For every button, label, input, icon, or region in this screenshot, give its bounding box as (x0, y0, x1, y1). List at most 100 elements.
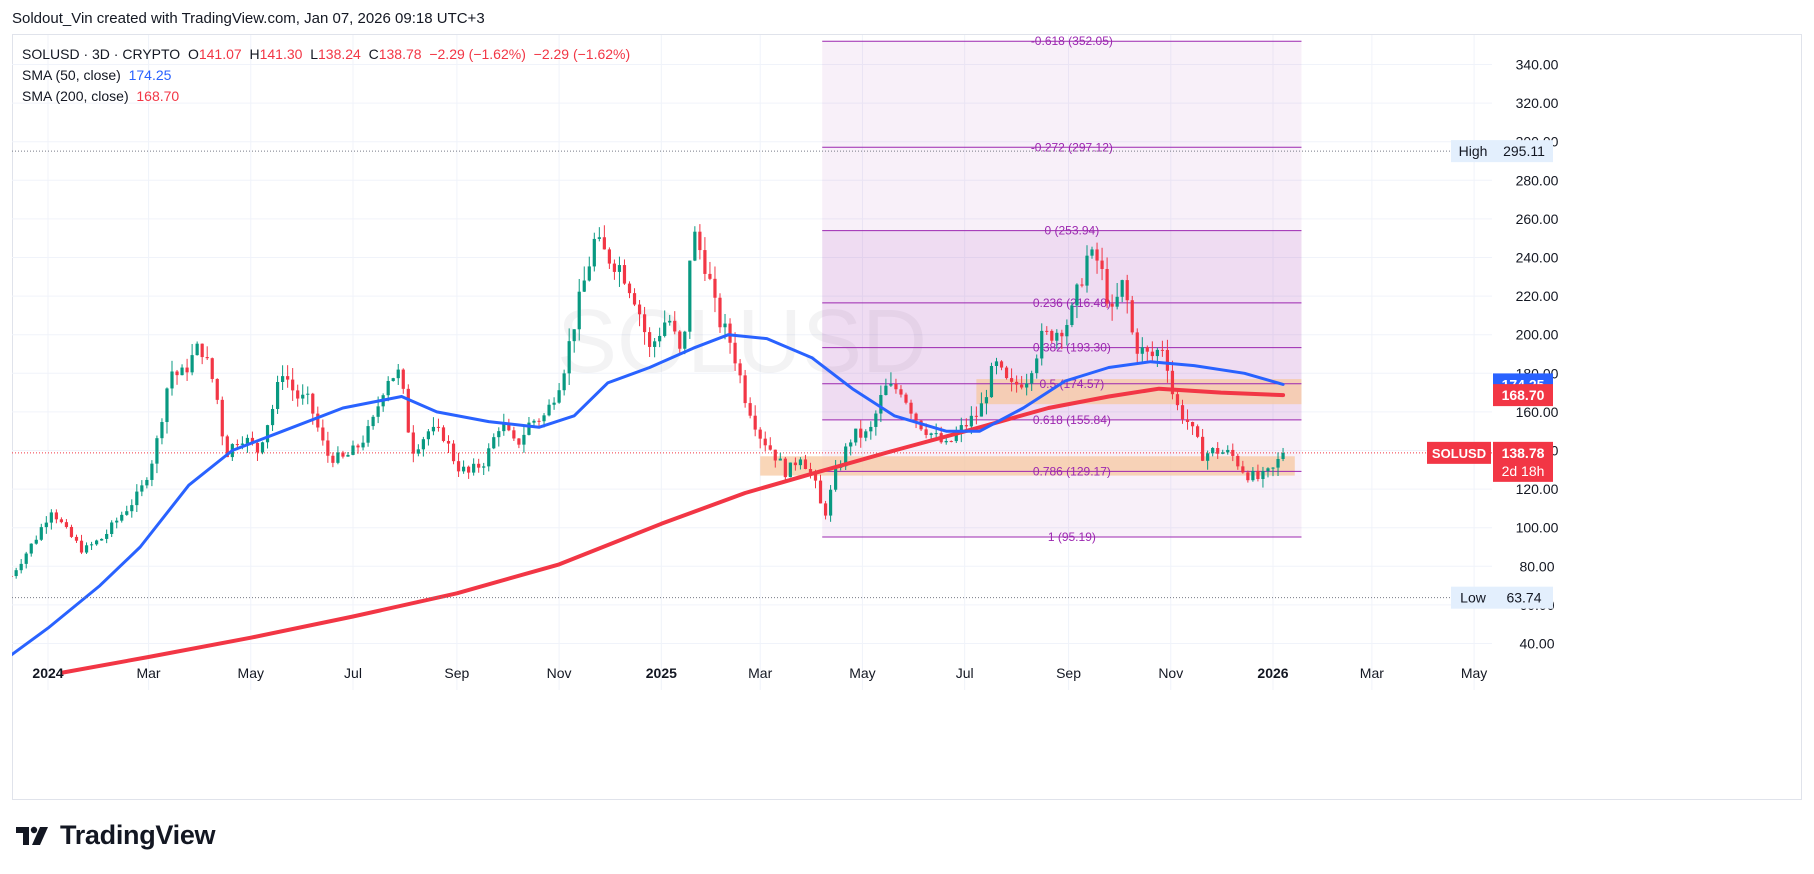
legend-open-value: 141.07 (198, 46, 242, 62)
candle-body (326, 440, 330, 456)
candle-body (517, 438, 521, 445)
candle-body (698, 231, 702, 251)
candle-body (12, 575, 13, 577)
candle-body (185, 367, 189, 373)
tradingview-logo[interactable]: TradingView (14, 820, 216, 851)
legend-change-percent: −2.29 (−1.62%) (533, 46, 631, 62)
candle-body (1130, 300, 1134, 333)
candle-body (693, 231, 697, 261)
candle-body (1256, 470, 1260, 480)
legend-symbol[interactable]: SOLUSD · 3D · CRYPTO (22, 46, 181, 62)
candle-body (783, 458, 787, 478)
last-price-symbol: SOLUSD (1432, 446, 1486, 461)
last-price-tag-bg (1493, 441, 1553, 482)
candle-body (648, 332, 652, 347)
candle-body (155, 438, 159, 464)
candle-body (1276, 458, 1280, 468)
last-price-symbol-bg (1427, 441, 1491, 464)
low-marker-value: 63.74 (1506, 590, 1541, 606)
x-tick-label: 2024 (32, 665, 63, 681)
candle-body (803, 459, 808, 470)
candle-body (557, 390, 561, 403)
candle-body (1030, 373, 1034, 384)
candle-body (527, 422, 531, 435)
candle-body (34, 539, 38, 544)
y-tick-label: 40.00 (1519, 636, 1554, 652)
candle-body (944, 441, 948, 443)
candle-body (522, 434, 526, 445)
legend-sma50-row[interactable]: SMA (50, close) 174.25 (22, 65, 630, 86)
candle-body (748, 403, 752, 416)
candle-body (572, 329, 576, 342)
y-tick-label: 280.00 (1516, 172, 1559, 188)
candle-body (1145, 347, 1149, 352)
y-tick-label: 160.00 (1516, 404, 1559, 420)
candle-body (1110, 303, 1114, 307)
chart-frame[interactable] (12, 34, 1802, 800)
candle-body (924, 429, 928, 435)
candle-body (1115, 296, 1119, 307)
x-tick-label: Jul (344, 665, 362, 681)
last-price-value: 138.78 (1502, 445, 1545, 461)
candle-body (1060, 332, 1064, 337)
x-tick-label: Sep (444, 665, 469, 681)
candle-body (210, 358, 214, 379)
candle-body (316, 413, 320, 428)
candle-body (668, 320, 672, 323)
candle-body (678, 331, 682, 349)
candle-body (567, 341, 571, 374)
candle-body (592, 238, 596, 267)
candle-body (421, 439, 425, 450)
legend-change: −2.29 (−1.62%) (429, 46, 526, 62)
candle-body (84, 545, 89, 553)
y-tick-label: 80.00 (1519, 558, 1554, 574)
candle-body (270, 408, 275, 426)
candle-body (170, 371, 174, 389)
candle-body (552, 402, 556, 405)
candle-body (265, 425, 270, 443)
tradingview-logo-icon (16, 826, 48, 845)
candle-body (738, 363, 742, 376)
fib-band (822, 41, 1302, 148)
candle-body (889, 383, 893, 386)
legend-sma200-label: SMA (200, close) (22, 88, 129, 104)
plot-area: SOLUSD -0.618 (352.05) -0.272 (297.12) 0 (2… (12, 35, 1492, 690)
x-tick-label: Mar (748, 665, 772, 681)
candle-body (899, 389, 903, 395)
candle-body (296, 390, 300, 399)
candle-body (180, 367, 184, 376)
x-tick-label: Mar (1360, 665, 1384, 681)
candle-body (1221, 452, 1225, 454)
candle-body (371, 416, 375, 427)
x-tick-label: Nov (1158, 665, 1183, 681)
candle-body (542, 415, 546, 422)
candle-body (64, 522, 69, 527)
candle-body (1226, 449, 1230, 453)
candle-body (441, 427, 446, 441)
candle-body (1170, 370, 1175, 395)
high-marker-value: 295.11 (1503, 143, 1545, 159)
candle-body (984, 397, 989, 404)
candle-body (59, 519, 64, 523)
last-price-countdown: 2d 18h (1502, 463, 1545, 479)
candle-body (577, 291, 581, 330)
candle-body (351, 445, 355, 455)
candle-body (19, 563, 23, 571)
candle-body (1241, 466, 1245, 473)
candle-body (1251, 470, 1255, 481)
candle-body (311, 393, 315, 414)
candle-body (642, 314, 647, 333)
candle-body (1281, 452, 1285, 459)
high-marker-label: High (1459, 143, 1488, 159)
y-tick-label: 320.00 (1516, 95, 1559, 111)
legend-sma200-row[interactable]: SMA (200, close) 168.70 (22, 86, 630, 107)
candle-body (994, 361, 999, 366)
candle-body (1160, 349, 1164, 351)
candle-body (195, 343, 199, 356)
fib-band (822, 347, 1302, 384)
candle-body (954, 433, 958, 442)
sma200-line (61, 386, 1286, 675)
x-tick-label: 2026 (1257, 665, 1288, 681)
candle-body (959, 425, 963, 434)
